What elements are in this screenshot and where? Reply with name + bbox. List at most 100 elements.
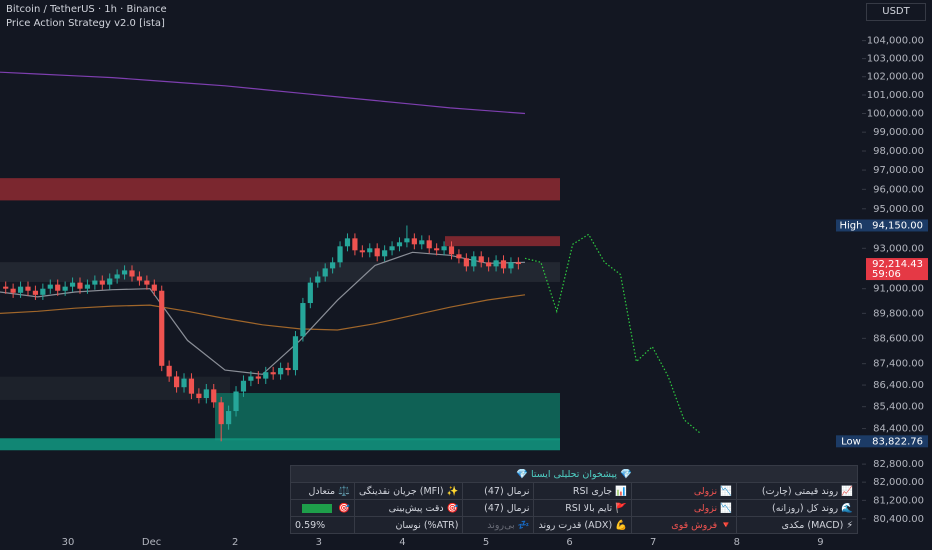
candle-body bbox=[344, 238, 351, 247]
y-tick-label: 103,000.00 bbox=[867, 54, 924, 65]
candle-body bbox=[486, 262, 492, 267]
candle-body bbox=[315, 276, 321, 283]
y-tick-label: 91,000.00 bbox=[873, 284, 924, 295]
x-tick-label: 3 bbox=[316, 537, 322, 548]
candle-body bbox=[218, 402, 224, 425]
y-tick-label: 87,400.00 bbox=[873, 359, 924, 370]
candle-body bbox=[181, 378, 187, 388]
candle-body bbox=[47, 284, 53, 289]
candle-body bbox=[151, 284, 157, 291]
cell: 🎯 bbox=[290, 499, 355, 517]
marker-tag bbox=[836, 219, 866, 232]
candle-body bbox=[404, 238, 410, 243]
candle-body bbox=[114, 274, 120, 279]
y-tick-label: 96,000.00 bbox=[873, 184, 924, 195]
candle-body bbox=[322, 268, 328, 277]
candle-body bbox=[426, 240, 432, 249]
cell: 🎯 دقت پیش‌بینی bbox=[353, 499, 464, 517]
candle-body bbox=[374, 248, 380, 257]
candle-body bbox=[255, 376, 261, 379]
cell: 📉 نزولی bbox=[631, 482, 737, 500]
cell: 📊 جاری RSI bbox=[533, 482, 632, 500]
price-marker bbox=[866, 219, 928, 232]
candle-body bbox=[367, 248, 373, 253]
candle-body bbox=[478, 256, 484, 263]
candle-body bbox=[159, 290, 165, 366]
symbol-title[interactable]: Bitcoin / TetherUS · 1h · Binance bbox=[6, 4, 167, 15]
candle-body bbox=[359, 250, 365, 253]
cell: 💪 (ADX) قدرت روند bbox=[533, 516, 632, 534]
candle-body bbox=[84, 284, 91, 289]
price-zone bbox=[0, 376, 230, 400]
y-tick-label: 88,600.00 bbox=[873, 333, 924, 344]
currency-button[interactable]: USDT bbox=[866, 3, 926, 21]
price-zone bbox=[0, 438, 560, 451]
price-zone bbox=[215, 393, 560, 441]
candle-body bbox=[396, 242, 403, 247]
y-tick-label: 82,000.00 bbox=[873, 477, 924, 488]
candle-body bbox=[300, 303, 306, 337]
candle-body bbox=[285, 367, 291, 371]
y-tick-label: 82,800.00 bbox=[873, 459, 924, 470]
y-tick-label: 85,400.00 bbox=[873, 402, 924, 413]
candle-body bbox=[456, 254, 462, 259]
candle-body bbox=[188, 378, 195, 394]
price-marker-label: 92,214.43 bbox=[872, 259, 923, 270]
cell: 🚩 تایم بالا RSI bbox=[533, 499, 632, 517]
candle-body bbox=[17, 286, 24, 293]
candle-body bbox=[389, 246, 395, 251]
y-tick-label: 93,000.00 bbox=[873, 243, 924, 254]
moving-average bbox=[0, 71, 526, 115]
candle-body bbox=[226, 411, 232, 425]
candle-body bbox=[55, 284, 61, 291]
y-tick-label: 98,000.00 bbox=[873, 146, 924, 157]
candle-body bbox=[434, 248, 440, 251]
candle-body bbox=[77, 282, 83, 289]
candle-body bbox=[352, 238, 358, 251]
candle-body bbox=[240, 380, 247, 392]
price-zone bbox=[445, 236, 560, 247]
candle-body bbox=[62, 286, 68, 291]
candle-body bbox=[248, 376, 254, 381]
cell: 📈 روند قیمتی (چارت) bbox=[736, 482, 858, 500]
candle-body bbox=[69, 282, 76, 287]
candle-body bbox=[121, 270, 128, 275]
candle-body bbox=[463, 258, 469, 267]
cell-icon: 🎯 bbox=[338, 502, 350, 514]
y-tick-label: 84,400.00 bbox=[873, 424, 924, 435]
x-tick-label: Dec bbox=[142, 537, 161, 548]
candle-body bbox=[203, 389, 209, 398]
candle-body bbox=[270, 372, 276, 375]
candle-body bbox=[263, 372, 269, 379]
candle-body bbox=[196, 393, 202, 398]
candle-body bbox=[278, 367, 284, 375]
candle-body bbox=[144, 280, 150, 285]
y-tick-label: 95,000.00 bbox=[873, 204, 924, 215]
x-tick-label: 5 bbox=[483, 537, 489, 548]
moving-average bbox=[0, 294, 526, 331]
cell: 💤 بی‌روند bbox=[462, 516, 535, 534]
candle-body bbox=[500, 260, 507, 269]
indicator-name[interactable]: Price Action Strategy v2.0 [ista] bbox=[6, 18, 165, 29]
candle-body bbox=[411, 238, 417, 245]
candle-body bbox=[515, 262, 521, 265]
marker-tag bbox=[836, 435, 866, 448]
candle-body bbox=[471, 256, 477, 267]
candle-body bbox=[32, 290, 39, 295]
candle-body bbox=[92, 280, 98, 285]
cell: ⚖️ متعادل bbox=[290, 482, 355, 500]
candle-body bbox=[40, 288, 46, 295]
candle-body bbox=[508, 262, 514, 269]
cell: ✨ (MFI) جریان نقدینگی bbox=[353, 482, 464, 500]
price-marker bbox=[866, 435, 928, 448]
progress-bar bbox=[302, 503, 333, 513]
candle-body bbox=[173, 376, 180, 388]
y-tick-label: 97,000.00 bbox=[873, 165, 924, 176]
candle-body bbox=[25, 286, 31, 291]
candle-body bbox=[330, 262, 336, 269]
candle-body bbox=[136, 276, 143, 281]
cell: 🌊 روند کل (روزانه) bbox=[736, 499, 858, 517]
x-tick-label: 30 bbox=[62, 537, 75, 548]
candle-body bbox=[307, 282, 313, 304]
